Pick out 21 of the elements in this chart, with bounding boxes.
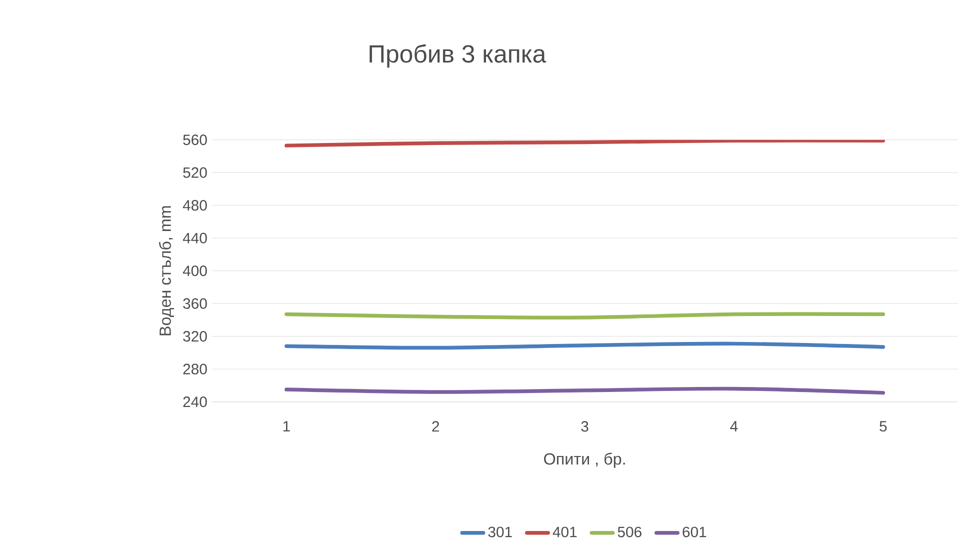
legend-label: 301: [488, 526, 512, 538]
x-tick-label: 2: [432, 421, 440, 432]
y-tick-label: 480: [182, 200, 207, 211]
x-tick-label: 3: [581, 421, 588, 432]
x-tick-label: 5: [880, 421, 887, 432]
y-tick-label: 400: [182, 266, 207, 276]
y-tick-label: 560: [183, 134, 207, 146]
chart-title: Пробив 3 капка: [370, 44, 546, 68]
legend-label: 506: [618, 526, 642, 538]
x-axis-title: Опити , бр.: [544, 452, 625, 468]
legend-label: 401: [552, 526, 577, 538]
y-axis-title: Воден стълб, mm: [158, 206, 174, 336]
legend-label: 601: [682, 526, 706, 538]
y-tick-label: 360: [183, 298, 207, 309]
x-tick-label: 4: [730, 421, 738, 432]
x-tick-label: 1: [283, 421, 290, 432]
y-tick-label: 520: [183, 167, 207, 178]
y-tick-label: 320: [183, 331, 207, 342]
y-tick-label: 440: [182, 232, 207, 244]
y-tick-label: 240: [183, 396, 207, 408]
y-tick-label: 280: [183, 364, 207, 374]
